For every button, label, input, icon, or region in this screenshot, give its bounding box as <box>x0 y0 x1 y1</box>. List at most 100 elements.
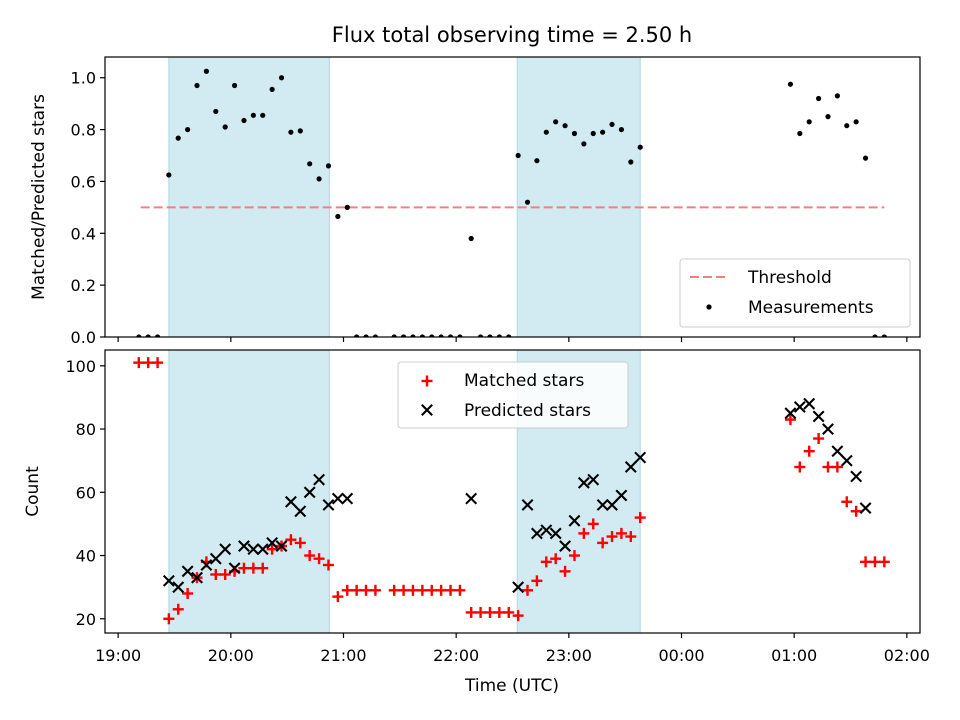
matched-star-point <box>465 606 477 618</box>
measurement-point <box>154 334 161 337</box>
measurement-point <box>881 334 887 337</box>
matched-star-point <box>597 537 609 549</box>
legend-top: Threshold Measurements <box>679 258 911 328</box>
legend-predicted-swatch-stroke <box>421 404 433 416</box>
measurement-point <box>335 213 341 220</box>
predicted-star-point <box>559 540 572 552</box>
data-points <box>133 357 890 625</box>
predicted-star-point-stroke <box>549 527 562 540</box>
measurement-point <box>553 119 559 125</box>
predicted-star-point-stroke <box>840 454 853 467</box>
measurement-point <box>260 112 266 118</box>
predicted-star-point-stroke <box>559 540 572 552</box>
measurement-point <box>438 334 444 337</box>
matched-star-point <box>152 357 164 369</box>
predicted-star-point-stroke <box>238 540 250 552</box>
matched-star-point <box>512 610 524 622</box>
panel-ratio: 0.0 0.2 0.4 0.6 0.8 1.0 Matched/Predicted star… <box>29 56 921 347</box>
measurement-point <box>543 129 549 135</box>
y-tick-label: 100 <box>65 357 96 376</box>
predicted-star-point-stroke <box>634 451 647 464</box>
axes-frame <box>104 349 921 634</box>
matched-star-point <box>219 569 231 581</box>
predicted-star-point-stroke <box>530 527 543 540</box>
matched-star-point <box>568 550 580 562</box>
predicted-star-point <box>512 581 525 594</box>
predicted-star-point <box>859 502 872 515</box>
matched-star-point <box>445 584 457 596</box>
predicted-star-point <box>162 574 175 587</box>
measurement-point <box>600 129 606 135</box>
measurement-point <box>618 126 625 133</box>
measurement-point <box>447 334 454 337</box>
predicted-star-point <box>465 492 478 505</box>
predicted-star-point-stroke <box>577 476 590 489</box>
matched-star-point <box>313 553 325 565</box>
matched-star-point <box>266 543 278 555</box>
legend-predicted-swatch <box>421 404 433 416</box>
measurement-point <box>363 334 369 337</box>
x-tick-label: 20:00 <box>208 646 254 665</box>
predicted-star-point-stroke <box>266 536 279 549</box>
measurement-point <box>166 172 172 178</box>
predicted-star-point <box>615 489 628 502</box>
matched-star-point <box>416 584 428 596</box>
predicted-star-point <box>228 562 241 575</box>
measurement-point <box>429 334 435 337</box>
predicted-star-point-stroke <box>322 498 335 511</box>
measurement-point <box>496 334 502 337</box>
predicted-star-point-stroke <box>812 410 825 423</box>
matched-star-point <box>247 562 259 574</box>
measurement-point <box>468 235 474 242</box>
predicted-star-point-stroke <box>303 486 316 499</box>
matched-star-point <box>294 537 306 549</box>
matched-star-point <box>435 584 447 596</box>
predicted-star-point <box>587 473 600 486</box>
legend-predicted-label: Predicted stars <box>464 401 591 421</box>
predicted-star-point <box>634 451 647 464</box>
predicted-star-point-stroke <box>162 574 175 587</box>
measurement-point <box>203 68 210 74</box>
matched-star-point <box>475 606 487 618</box>
measurement-point <box>797 130 803 137</box>
predicted-star-point-stroke <box>803 397 816 410</box>
measurement-point <box>524 199 531 205</box>
predicted-star-point-stroke <box>228 562 241 575</box>
matched-star-point <box>822 461 834 473</box>
predicted-star-point <box>568 514 581 527</box>
measurement-point <box>487 334 493 337</box>
matched-star-point <box>625 531 637 543</box>
matched-star-point <box>407 584 419 596</box>
predicted-star-point <box>181 565 194 578</box>
matched-star-point <box>559 565 571 577</box>
matched-star-point <box>550 553 562 565</box>
predicted-star-point-stroke <box>465 492 478 505</box>
matched-star-point <box>369 584 381 596</box>
predicted-star-point-stroke <box>191 571 203 584</box>
measurement-point <box>825 114 831 120</box>
predicted-star-point <box>793 400 806 413</box>
predicted-star-point <box>624 461 637 473</box>
measurement-point <box>269 86 275 93</box>
y-tick-label: 0.2 <box>71 276 96 295</box>
predicted-star-point-stroke <box>831 445 844 458</box>
predicted-star-point-stroke <box>209 552 222 565</box>
legend-bottom: Matched stars Predicted stars <box>397 361 629 429</box>
legend-measurements-swatch <box>706 304 712 310</box>
matched-star-point <box>869 556 881 568</box>
matched-star-point <box>142 357 154 369</box>
predicted-star-point <box>341 492 354 505</box>
measurement-point <box>637 144 643 150</box>
predicted-star-point <box>322 498 335 511</box>
matched-star-point <box>587 518 599 530</box>
legend-matched-swatch <box>421 375 433 387</box>
measurement-point <box>410 334 416 337</box>
x-tick-label: 23:00 <box>546 646 592 665</box>
matched-star-point <box>578 527 590 539</box>
matched-star-point <box>238 562 250 574</box>
predicted-star-point <box>812 410 825 423</box>
predicted-star-point <box>840 454 853 467</box>
x-tick-label: 02:00 <box>884 646 930 665</box>
matched-star-point <box>426 584 438 596</box>
